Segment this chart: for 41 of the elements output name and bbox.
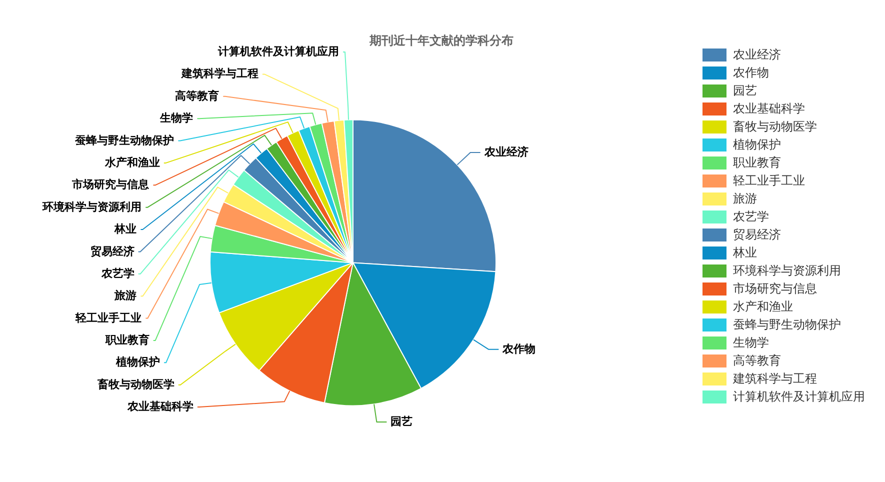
slice-label: 建筑科学与工程 xyxy=(180,67,258,80)
legend-label: 市场研究与信息 xyxy=(733,281,817,296)
slice-label: 计算机软件及计算机应用 xyxy=(217,45,339,58)
slice-label: 农业经济 xyxy=(483,146,528,159)
legend-label: 林业 xyxy=(732,245,757,260)
legend-label: 农艺学 xyxy=(733,209,769,224)
slice-label: 植物保护 xyxy=(115,356,160,369)
legend-label: 计算机软件及计算机应用 xyxy=(733,389,865,404)
slice-label: 生物学 xyxy=(159,112,194,125)
slice-label: 轻工业手工业 xyxy=(74,311,142,324)
slice-label: 旅游 xyxy=(114,289,137,302)
legend-label: 轻工业手工业 xyxy=(733,173,805,188)
legend-label: 农业经济 xyxy=(733,47,781,62)
legend-label: 园艺 xyxy=(733,83,757,98)
legend-label: 建筑科学与工程 xyxy=(732,371,817,386)
legend-label: 环境科学与资源利用 xyxy=(733,263,841,278)
legend-label: 水产和渔业 xyxy=(733,299,793,314)
legend-label: 职业教育 xyxy=(733,155,781,170)
slice-label: 农艺学 xyxy=(100,266,134,280)
legend-label: 农作物 xyxy=(733,65,769,80)
legend-label: 贸易经济 xyxy=(733,227,781,242)
legend-label: 旅游 xyxy=(733,191,757,206)
legend-label: 蚕蜂与野生动物保护 xyxy=(733,317,841,332)
slice-label: 林业 xyxy=(114,222,137,236)
legend-label: 植物保护 xyxy=(733,137,781,152)
slice-label: 蚕蜂与野生动物保护 xyxy=(74,134,174,147)
slice-label: 职业教育 xyxy=(104,334,150,347)
slice-label: 贸易经济 xyxy=(90,244,134,258)
slice-label: 畜牧与动物医学 xyxy=(96,378,174,391)
slice-label: 市场研究与信息 xyxy=(71,178,150,192)
legend-label: 畜牧与动物医学 xyxy=(733,119,817,134)
legend-label: 生物学 xyxy=(733,335,769,350)
slice-label: 高等教育 xyxy=(175,89,220,102)
slice-label: 农作物 xyxy=(502,342,536,356)
slice-label: 园艺 xyxy=(390,414,413,428)
slice-label: 环境科学与资源利用 xyxy=(42,200,142,214)
chart-title: 期刊近十年文献的学科分布 xyxy=(368,34,514,48)
slice-label: 农业基础科学 xyxy=(126,400,194,414)
legend-label: 高等教育 xyxy=(733,353,781,368)
legend-label: 农业基础科学 xyxy=(733,101,805,116)
slice-label: 水产和渔业 xyxy=(104,156,160,169)
